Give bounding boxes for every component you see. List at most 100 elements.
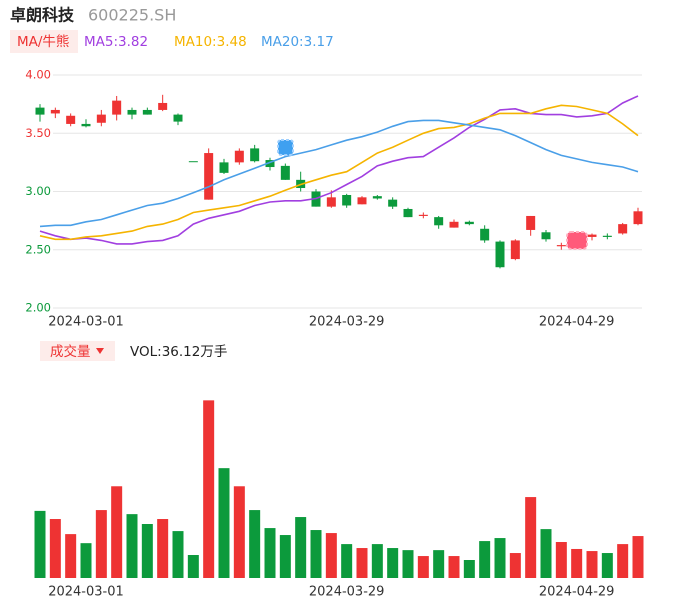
volume-bar [172,531,184,578]
y-tick-label: 2.00 [25,301,51,315]
volume-bar [80,543,92,578]
volume-bar [448,556,460,578]
legend-title-box [10,30,78,53]
candle-body [250,148,260,162]
y-tick-label: 3.00 [25,184,51,198]
volume-bar [494,538,506,578]
volume-bar [341,544,353,578]
candle-body [35,107,45,115]
volume-bar [95,510,107,578]
volume-title-box [40,341,115,361]
volume-bar [402,550,414,578]
candle-body [480,228,490,241]
volume-bar [233,486,245,578]
candle-body [96,114,106,123]
candle-body [188,161,198,163]
y-tick-label: 2.50 [25,242,51,256]
legend-entry: MA10:3.48 [174,34,247,50]
volume-bar [387,548,399,578]
volume-title: 成交量 [50,343,91,360]
candle-body [342,194,352,206]
x-tick-label: 2024-03-01 [48,315,124,330]
volume-bar [141,524,153,578]
volume-bar [632,536,644,578]
volume-bar [126,514,138,578]
volume-bar [249,510,261,578]
volume-bar [540,529,552,578]
candle-body [602,235,612,237]
candle-body [403,208,413,218]
candle-body [265,160,275,168]
dropdown-icon [96,348,104,354]
volume-bar [264,528,276,578]
signal-icon [277,139,588,250]
candle-body [556,245,566,247]
volume-bar [279,535,291,578]
volume-bar [525,497,537,578]
ma-line [39,95,639,245]
candle-body [66,115,76,124]
candle-body [541,232,551,240]
candle-body [449,221,459,228]
volume-bar [203,400,215,578]
volume-bar [433,550,445,578]
volume-bar [157,519,169,578]
candle-body [434,217,444,226]
volume-bar [310,530,322,578]
volume-bar [555,542,567,578]
volume-bar [295,517,307,578]
volume-bar [34,510,46,578]
candle-body [142,109,152,115]
candle-body [50,109,60,114]
volume-bar [417,556,429,578]
volume-bar [187,555,199,578]
volume-bar [601,553,613,578]
candle-body [357,197,367,205]
volume-bar [463,560,475,578]
y-tick-label: 4.00 [25,68,51,82]
candle-body [173,114,183,122]
x-tick-label: 2024-03-01 [48,585,124,600]
x-tick-label: 2024-03-29 [309,315,385,330]
volume-bar [371,544,383,578]
candle-body [388,199,398,207]
candle-body [526,215,536,230]
ma-line [39,119,639,228]
plot-area: 4.00 3.50 3.00 2.50 2.00 MA5:3.82 MA10:3.48 MA2… [25,34,644,600]
volume-annotation: VOL:36.12万手 [130,344,227,360]
legend-title: MA/牛熊 [17,34,69,50]
legend-entry: MA5:3.82 [84,34,148,50]
x-tick-label: 2024-04-29 [539,315,615,330]
candle-body [326,197,336,207]
volume-bar [111,486,123,578]
candle-body [127,109,137,115]
candle-body [280,165,290,180]
candle-body [633,211,643,225]
volume-bar [617,544,629,578]
volume-bar [356,548,368,578]
candle-body [219,162,229,173]
chart-subtitle: 600225.SH [88,6,176,25]
candle-body [234,150,244,163]
candle-body [464,221,474,225]
volume-bar [571,548,583,578]
candle-body [158,102,168,110]
chart-title: 卓朗科技 [10,6,75,25]
volume-bar [479,541,491,578]
volume-bar [325,533,337,578]
candle-body [495,241,505,268]
candle-body [112,100,122,115]
volume-bar [218,468,230,578]
ma-line [39,104,639,241]
volume-bar [509,553,521,578]
candle-body [204,153,214,200]
volume-bar [49,519,61,578]
volume-bar [586,551,598,578]
candle-body [618,224,628,234]
candle-body [510,240,520,260]
x-tick-label: 2024-03-29 [309,585,385,600]
volume-bar [65,534,77,578]
candle-body [372,196,382,199]
candle-body [418,214,428,216]
